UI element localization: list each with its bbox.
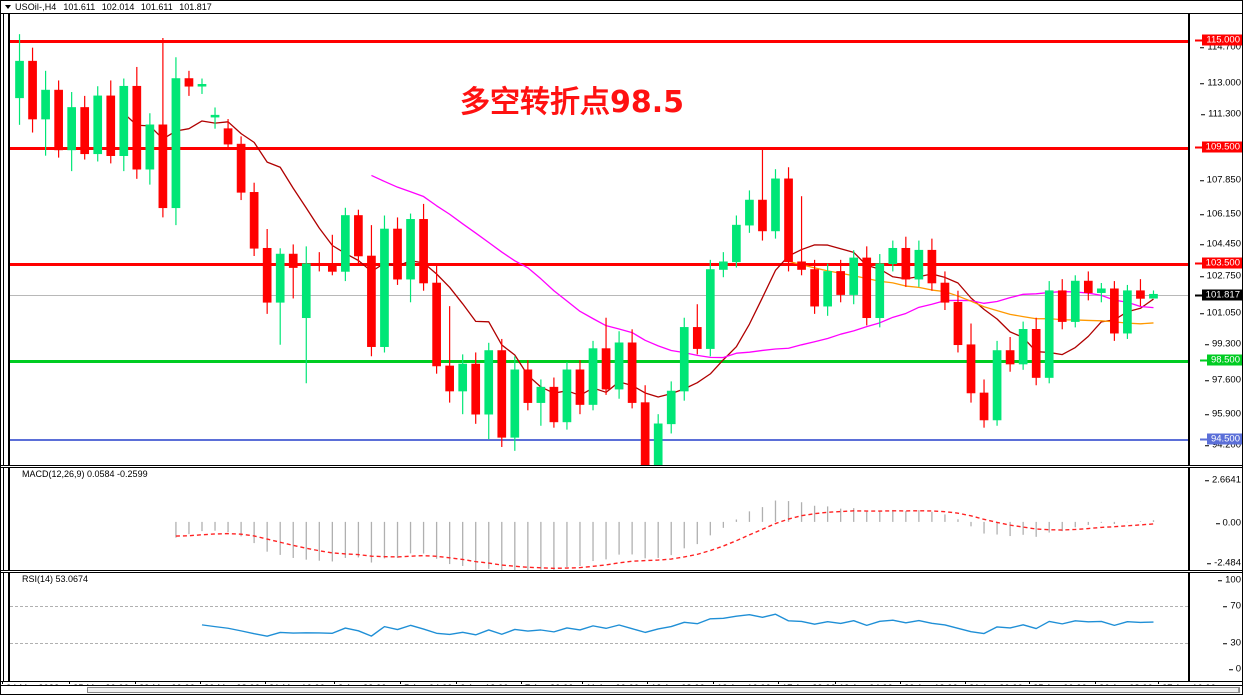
rsi-panel[interactable]: RSI(14) 53.0674 100 70 30 0 [1, 572, 1242, 682]
price-axis-tick: 104.450 [1199, 239, 1241, 249]
rsi-axis-tick: 100 [1218, 575, 1241, 585]
level-line [10, 295, 1188, 296]
rsi-label: RSI(14) 53.0674 [22, 574, 89, 584]
price-level-chip[interactable]: 115.000 [1195, 34, 1242, 46]
ma-fast-line [123, 112, 1154, 398]
high-value: 102.014 [101, 2, 135, 12]
macd-panel-left-rail [1, 468, 10, 570]
level-line [10, 147, 1188, 150]
price-axis-tick: 113.000 [1200, 78, 1241, 88]
symbol-label: USOil-,H4 [15, 2, 57, 12]
level-line [10, 360, 1188, 363]
level-line [10, 439, 1188, 441]
price-axis-tick: 107.850 [1199, 175, 1241, 185]
rsi-line [201, 613, 1154, 637]
ma-mid-line [371, 174, 1154, 359]
macd-plot-area[interactable]: MACD(12,26,9) 0.0584 -0.2599 [10, 468, 1188, 570]
candlestick-series [15, 34, 1158, 465]
macd-axis-tick: 0.00 [1215, 518, 1241, 528]
scrollbar-track[interactable] [87, 687, 1240, 693]
price-axis-tick: 114.700 [1200, 42, 1241, 52]
close-value: 101.817 [179, 2, 212, 12]
ohlc-values: 101.611 102.014 101.611 101.817 [63, 2, 215, 12]
price-panel[interactable]: 多空转折点98.5 114.700 113.000 111.300 107.850 10… [1, 14, 1242, 480]
price-level-chip[interactable]: 103.500 [1194, 257, 1242, 269]
chevron-down-icon[interactable] [5, 5, 11, 9]
chart-annotation-text: 多空转折点98.5 [460, 85, 685, 120]
low-value: 101.611 [140, 2, 173, 12]
price-axis-tick: 97.600 [1204, 375, 1241, 385]
macd-label: MACD(12,26,9) 0.0584 -0.2599 [22, 469, 148, 479]
rsi-axis: 100 70 30 0 [1188, 573, 1242, 681]
price-axis-tick: 106.150 [1199, 209, 1241, 219]
level-line [10, 263, 1188, 266]
ma-slow-line [788, 260, 1154, 325]
macd-series [175, 500, 1155, 570]
rsi-guide-line [10, 606, 1188, 607]
rsi-plot-area[interactable]: RSI(14) 53.0674 [10, 573, 1188, 681]
chart-header: USOil-,H4 101.611 102.014 101.611 101.81… [1, 1, 1242, 14]
rsi-series [201, 613, 1154, 637]
rsi-axis-tick: 70 [1223, 601, 1241, 611]
price-axis-tick: 102.750 [1199, 271, 1241, 281]
price-level-chip[interactable]: 101.817 [1194, 289, 1242, 301]
price-axis-tick: 99.300 [1204, 339, 1241, 349]
level-line [10, 40, 1188, 43]
price-level-chip[interactable]: 98.500 [1199, 354, 1242, 366]
rsi-panel-left-rail [1, 573, 10, 681]
open-value: 101.611 [63, 2, 96, 12]
price-axis-tick: 101.050 [1199, 308, 1241, 318]
horizontal-scrollbar[interactable] [1, 685, 1242, 694]
macd-axis-tick: -2.484 [1207, 558, 1241, 568]
price-axis-tick: 94.200 [1204, 440, 1241, 450]
macd-signal-line [175, 510, 1154, 569]
price-level-chip[interactable]: 109.500 [1194, 141, 1242, 153]
price-plot-area[interactable]: 多空转折点98.5 [10, 14, 1188, 465]
price-level-chip[interactable]: 94.500 [1199, 433, 1242, 445]
price-axis-tick: 95.900 [1204, 409, 1241, 419]
macd-panel[interactable]: MACD(12,26,9) 0.0584 -0.2599 2.6641 0.00 -… [1, 467, 1242, 571]
macd-axis: 2.6641 0.00 -2.484 [1188, 468, 1242, 570]
moving-average-lines [123, 112, 1154, 398]
scrollbar-thumb[interactable] [88, 688, 1239, 692]
price-axis[interactable]: 114.700 113.000 111.300 107.850 106.150 104.4… [1188, 14, 1242, 480]
price-panel-left-rail [1, 14, 10, 465]
rsi-guide-line [10, 643, 1188, 644]
rsi-axis-tick: 0 [1228, 664, 1241, 674]
rsi-axis-tick: 30 [1223, 638, 1241, 648]
macd-axis-tick: 2.6641 [1204, 475, 1241, 485]
price-axis-tick: 111.300 [1201, 109, 1241, 119]
